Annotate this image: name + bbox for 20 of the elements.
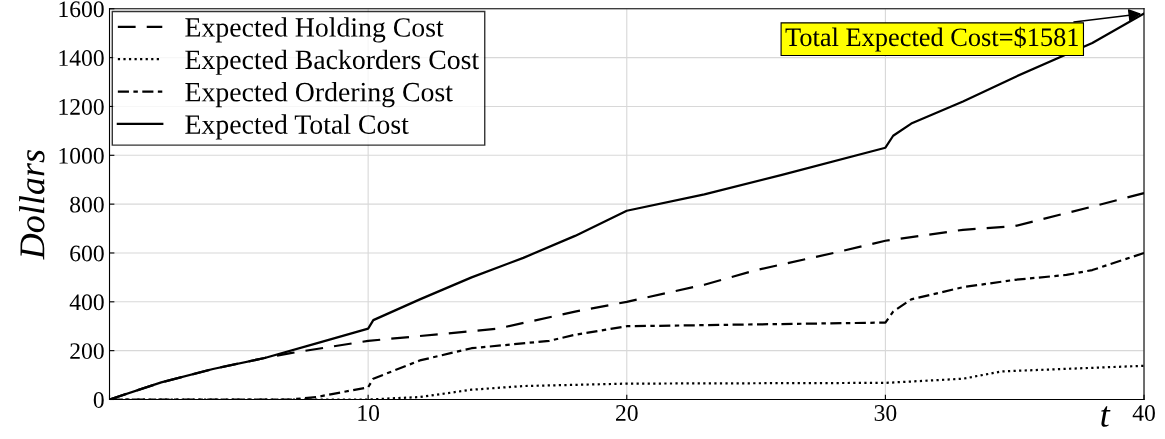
- y-tick-label: 400: [69, 294, 104, 311]
- y-tick-label: 800: [70, 196, 104, 213]
- y-tick-label: 1000: [59, 147, 104, 164]
- x-tick-label: 40: [1132, 405, 1155, 421]
- x-tick-label: 30: [874, 405, 897, 421]
- y-tick-label: 600: [70, 245, 104, 262]
- legend-label: Expected Backorders Cost: [185, 49, 480, 75]
- legend-label: Expected Holding Cost: [185, 17, 444, 43]
- y-tick-label: 1600: [59, 1, 104, 18]
- y-tick-label: 200: [70, 343, 104, 360]
- legend-label: Expected Total Cost: [185, 114, 409, 140]
- legend-label: Expected Ordering Cost: [185, 81, 453, 108]
- y-tick-label: 1200: [59, 98, 104, 115]
- y-tick-label: 1400: [59, 50, 104, 67]
- x-tick-label: 20: [616, 405, 638, 421]
- y-tick-label: 0: [93, 391, 104, 408]
- y-axis-title: Dollars: [19, 150, 45, 260]
- x-axis-title: t: [1101, 406, 1111, 427]
- annotation: Total Expected Cost=$1581: [785, 26, 1078, 52]
- x-tick-label: 10: [358, 405, 380, 421]
